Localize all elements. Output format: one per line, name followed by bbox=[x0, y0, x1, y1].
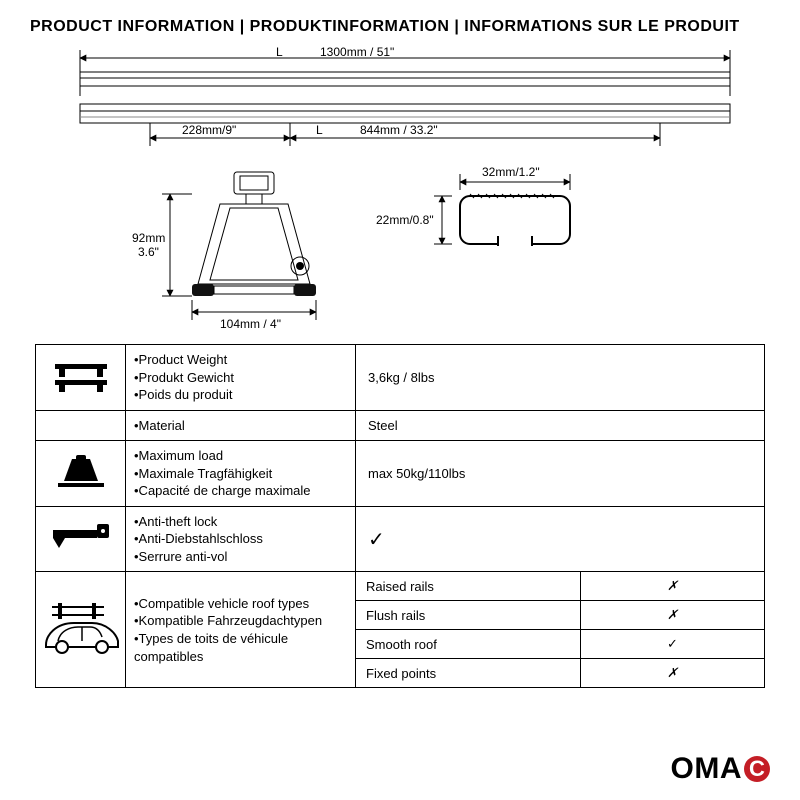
profile-drawing: 32mm/1.2" 22mm/0.8" bbox=[376, 165, 570, 246]
inner-prefix: L bbox=[316, 123, 323, 137]
table-row: •Maximum load •Maximale Tragfähigkeit •C… bbox=[36, 441, 765, 507]
profile-h: 22mm/0.8" bbox=[376, 213, 434, 227]
length-prefix: L bbox=[276, 46, 283, 59]
opt-3-mark: ✗ bbox=[580, 659, 764, 688]
load-value: max 50kg/110lbs bbox=[356, 441, 765, 507]
material-value: Steel bbox=[356, 410, 765, 441]
table-row: •Product Weight •Produkt Gewicht •Poids … bbox=[36, 345, 765, 411]
dimension-diagram: L 1300mm / 51" 228mm/9" L 844mm / 33.2" bbox=[30, 46, 770, 336]
lock-icon bbox=[36, 506, 126, 572]
lock-labels: •Anti-theft lock •Anti-Diebstahlschloss … bbox=[126, 506, 356, 572]
compat-labels: •Compatible vehicle roof types •Kompatib… bbox=[126, 572, 356, 688]
weight-value: 3,6kg / 8lbs bbox=[356, 345, 765, 411]
foot-drawing: 92mm 3.6" 104mm / 4" bbox=[132, 172, 316, 331]
table-row: •Material Steel bbox=[36, 410, 765, 441]
brand-logo: OMAC bbox=[671, 752, 771, 786]
weight-labels: •Product Weight •Produkt Gewicht •Poids … bbox=[126, 345, 356, 411]
foot-h-in: 3.6" bbox=[138, 245, 159, 259]
foot-h-mm: 92mm bbox=[132, 231, 165, 245]
material-label: •Material bbox=[126, 410, 356, 441]
compat-subtable: Raised rails✗ Flush rails✗ Smooth roof✓ … bbox=[356, 572, 764, 687]
weight-icon bbox=[36, 345, 126, 411]
inner-label: 844mm / 33.2" bbox=[360, 123, 438, 137]
car-icon bbox=[36, 572, 126, 688]
length-label: 1300mm / 51" bbox=[320, 46, 394, 59]
table-row: •Anti-theft lock •Anti-Diebstahlschloss … bbox=[36, 506, 765, 572]
logo-accent: C bbox=[744, 756, 770, 782]
profile-w: 32mm/1.2" bbox=[482, 165, 540, 179]
offset-label: 228mm/9" bbox=[182, 123, 236, 137]
table-row: •Compatible vehicle roof types •Kompatib… bbox=[36, 572, 765, 688]
load-labels: •Maximum load •Maximale Tragfähigkeit •C… bbox=[126, 441, 356, 507]
spec-table: •Product Weight •Produkt Gewicht •Poids … bbox=[35, 344, 765, 688]
page-title: PRODUCT INFORMATION | PRODUKTINFORMATION… bbox=[0, 0, 800, 46]
opt-1-mark: ✗ bbox=[580, 601, 764, 630]
logo-text: OMA bbox=[671, 752, 743, 786]
load-icon bbox=[36, 441, 126, 507]
foot-w: 104mm / 4" bbox=[220, 317, 281, 331]
opt-2-mark: ✓ bbox=[580, 630, 764, 659]
opt-0-mark: ✗ bbox=[580, 572, 764, 601]
lock-value: ✓ bbox=[356, 506, 765, 572]
